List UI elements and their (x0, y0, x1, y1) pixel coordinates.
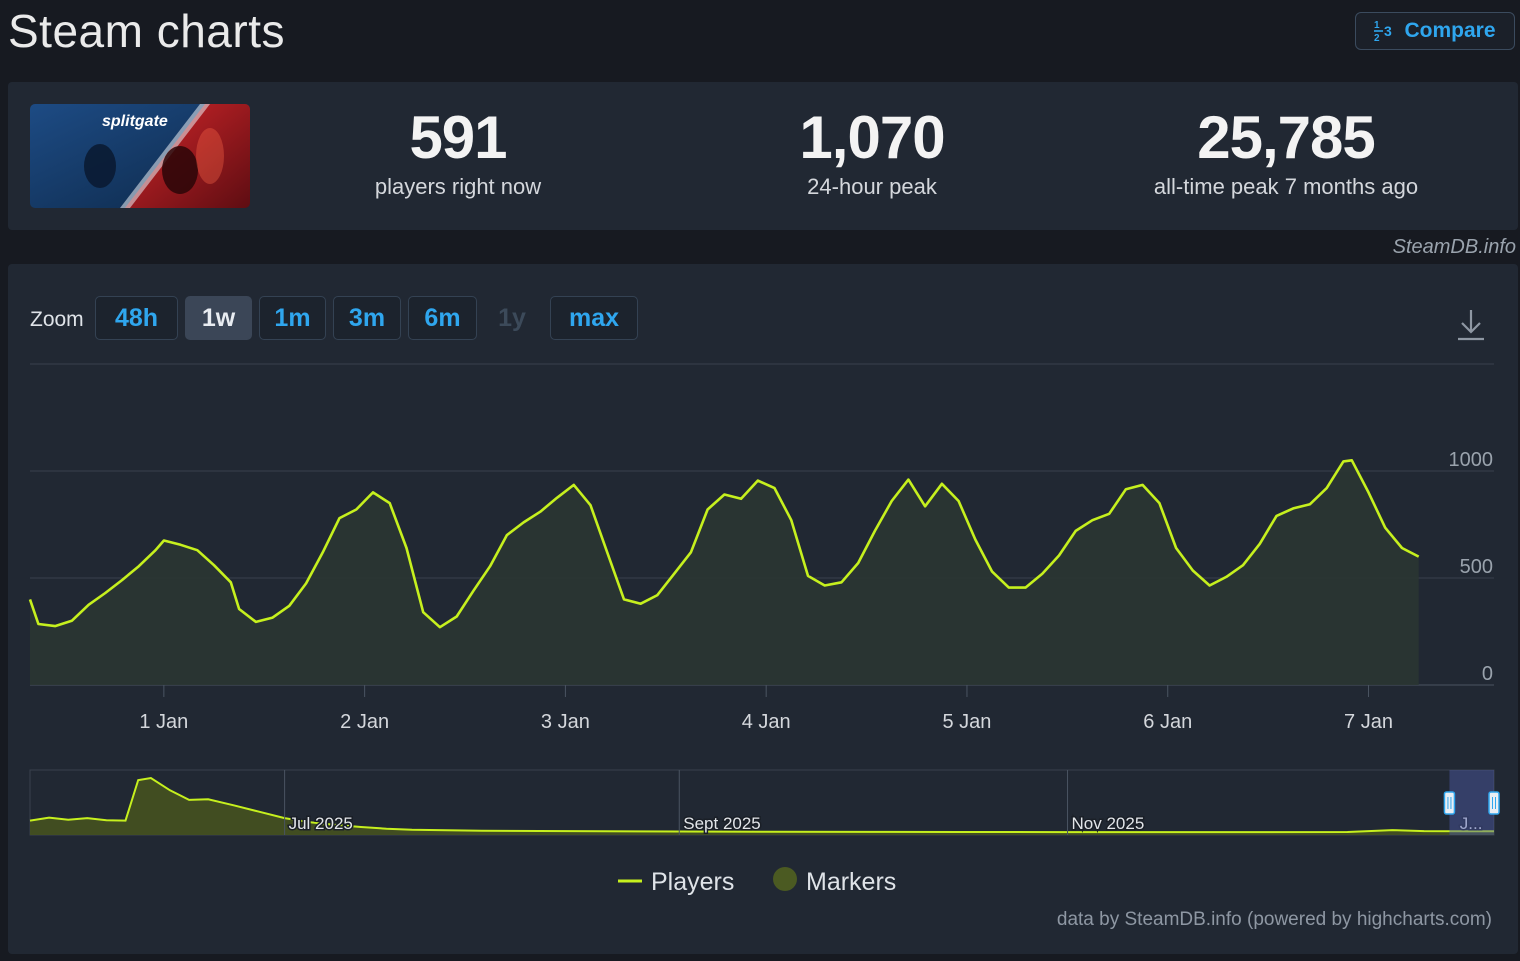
svg-text:3: 3 (1384, 23, 1392, 39)
stat-label: players right now (374, 174, 542, 199)
stat-all-time-peak: 25,785 all-time peak 7 months ago (1076, 104, 1496, 200)
svg-text:2: 2 (1374, 33, 1380, 42)
navigator-label: J... (1460, 814, 1483, 833)
navigator-handle[interactable] (1488, 791, 1500, 815)
compare-button[interactable]: 1 2 3 Compare (1355, 12, 1515, 50)
zoom-max-button[interactable]: max (550, 296, 638, 340)
zoom-1w-button[interactable]: 1w (185, 296, 252, 340)
game-logo-text: splitgate (102, 113, 168, 130)
stats-panel: splitgate 591 players right now 1,070 24… (8, 82, 1518, 230)
legend-markers-swatch (773, 867, 797, 891)
zoom-1y-button: 1y (498, 303, 526, 332)
x-tick-label: 1 Jan (139, 711, 188, 733)
zoom-1m-button[interactable]: 1m (259, 296, 326, 340)
compare-label: Compare (1404, 19, 1496, 42)
stat-value: 25,785 (1197, 104, 1376, 171)
navigator-label: Sept 2025 (683, 814, 761, 833)
stat-24h-peak: 1,070 24-hour peak (662, 104, 1082, 200)
svg-text:1: 1 (1374, 20, 1380, 31)
highcharts-credit[interactable]: data by SteamDB.info (powered by highcha… (1057, 909, 1492, 930)
navigator-label: Nov 2025 (1072, 814, 1145, 833)
navigator-area (30, 778, 1494, 835)
navigator-handle[interactable] (1443, 791, 1456, 815)
legend-players-label[interactable]: Players (651, 868, 734, 896)
zoom-label: Zoom (30, 308, 84, 331)
x-tick-label: 3 Jan (541, 711, 590, 733)
x-tick-label: 2 Jan (340, 711, 389, 733)
stat-label: 24-hour peak (807, 174, 937, 199)
one-two-three-icon: 1 2 3 (1374, 18, 1396, 45)
stat-value: 591 (409, 104, 507, 171)
navigator-label: Jul 2025 (289, 814, 353, 833)
steamdb-credit[interactable]: SteamDB.info (1392, 236, 1516, 258)
stat-players-now: 591 players right now (248, 104, 668, 200)
x-tick-label: 5 Jan (942, 711, 991, 733)
y-tick-label: 0 (1482, 663, 1493, 685)
zoom-6m-button[interactable]: 6m (408, 296, 477, 340)
stat-label: all-time peak 7 months ago (1153, 174, 1419, 199)
x-tick-label: 7 Jan (1344, 711, 1393, 733)
game-banner[interactable]: splitgate (30, 104, 250, 208)
navigator-selection (1449, 770, 1494, 835)
zoom-48h-button[interactable]: 48h (95, 296, 178, 340)
x-tick-label: 6 Jan (1143, 711, 1192, 733)
y-tick-label: 500 (1460, 556, 1493, 578)
zoom-3m-button[interactable]: 3m (333, 296, 401, 340)
legend-markers-label[interactable]: Markers (806, 868, 896, 896)
download-icon[interactable] (1456, 306, 1486, 342)
x-tick-label: 4 Jan (742, 711, 791, 733)
players-area (30, 460, 1419, 685)
y-tick-label: 1000 (1449, 449, 1494, 471)
navigator-line (29, 776, 1495, 834)
players-line (28, 459, 1420, 629)
stat-value: 1,070 (799, 104, 945, 171)
page-title: Steam charts (8, 5, 285, 57)
